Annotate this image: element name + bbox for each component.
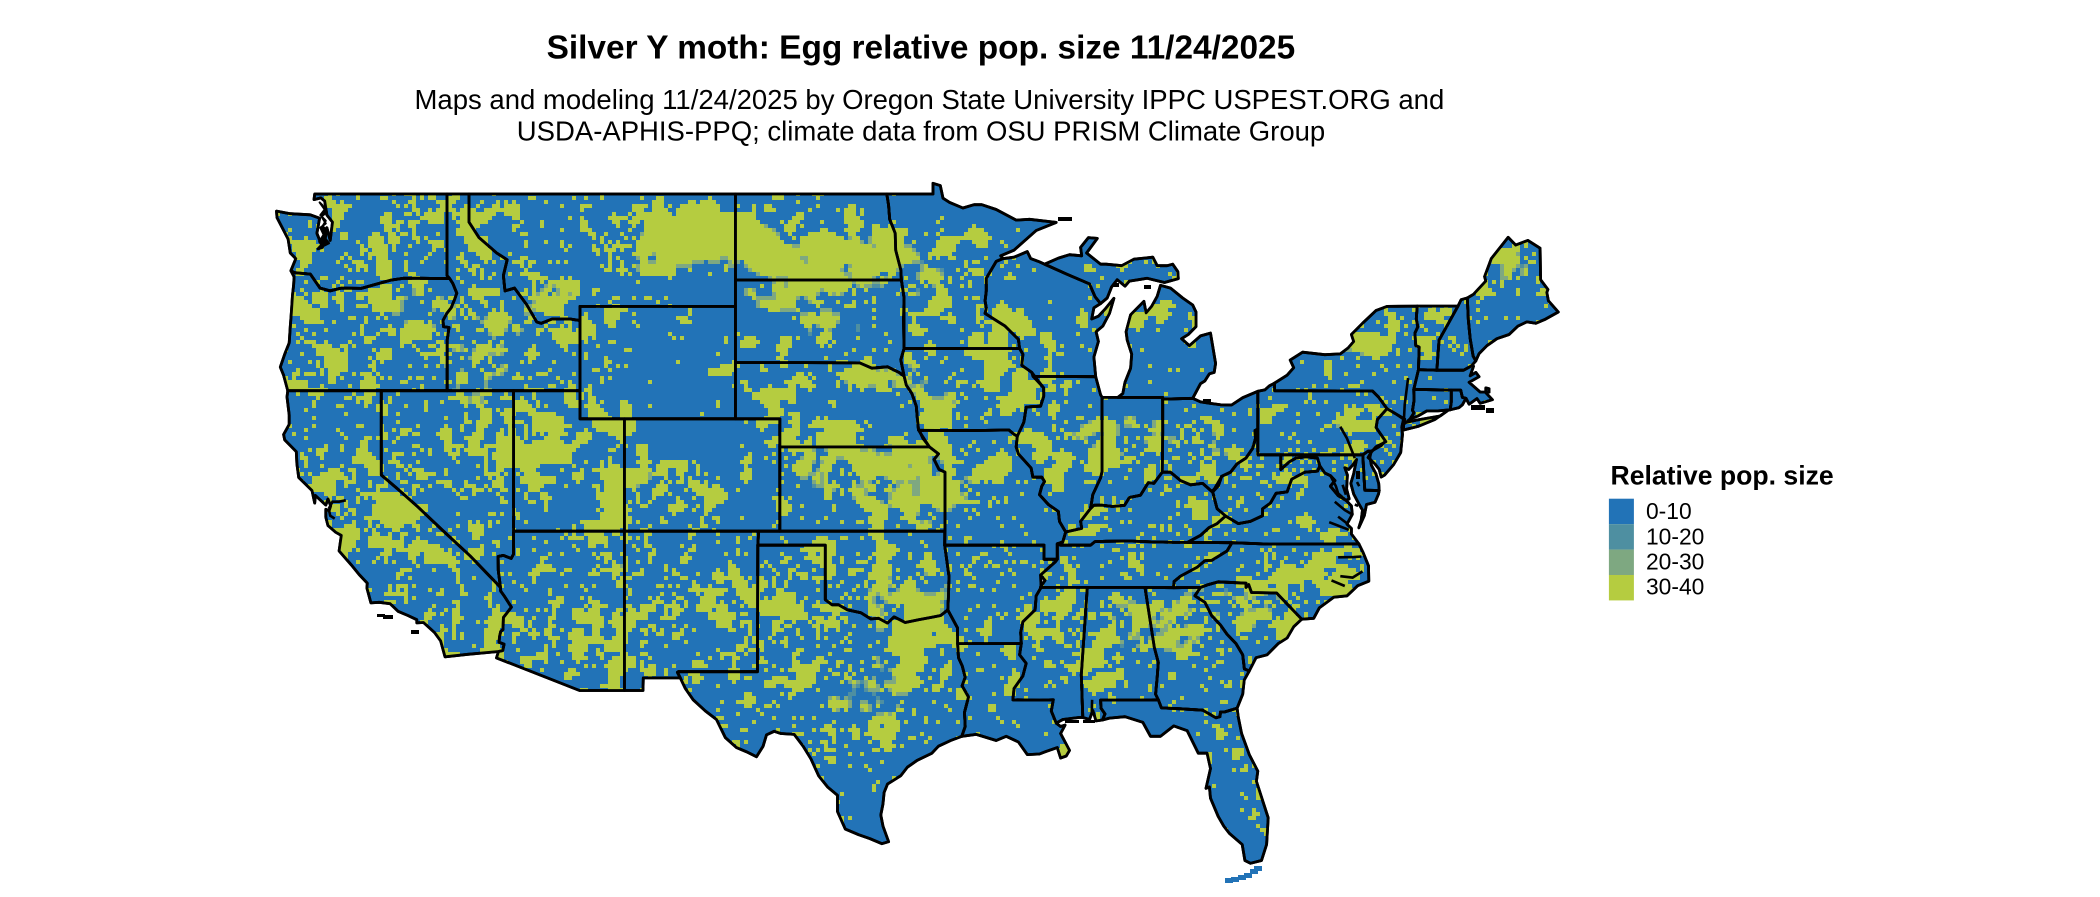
svg-text:Silver Y moth: Egg relative po: Silver Y moth: Egg relative pop. size 11… [547, 30, 1296, 67]
svg-text:Maps and modeling 11/24/2025 b: Maps and modeling 11/24/2025 by Oregon S… [415, 84, 1445, 115]
svg-text:10-20: 10-20 [1646, 523, 1704, 549]
svg-text:Relative pop. size: Relative pop. size [1611, 461, 1834, 491]
svg-text:20-30: 20-30 [1646, 549, 1704, 575]
svg-text:30-40: 30-40 [1646, 574, 1704, 600]
svg-text:USDA-APHIS-PPQ; climate data f: USDA-APHIS-PPQ; climate data from OSU PR… [517, 115, 1325, 146]
svg-text:0-10: 0-10 [1646, 498, 1692, 524]
